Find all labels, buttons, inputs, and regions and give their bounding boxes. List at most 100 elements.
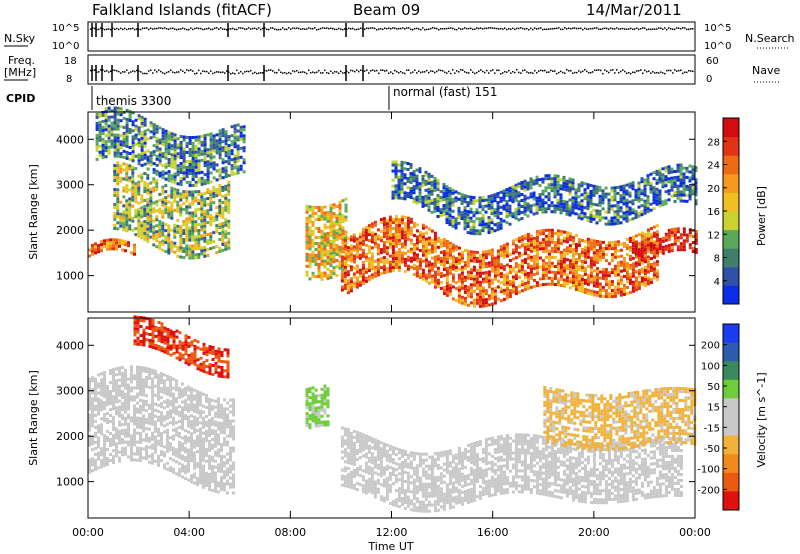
power-cell xyxy=(155,169,159,173)
velocity-cell xyxy=(100,450,103,454)
trace-point xyxy=(524,69,526,71)
power-cell xyxy=(125,156,129,160)
power-cell xyxy=(344,260,348,264)
y-tick-label: 2000 xyxy=(56,224,84,237)
power-cell xyxy=(182,168,186,172)
velocity-cell xyxy=(100,378,103,382)
power-cell xyxy=(239,137,243,141)
power-cell xyxy=(460,295,464,299)
power-cell xyxy=(137,144,141,148)
power-cell xyxy=(550,282,554,286)
trace-point xyxy=(500,73,502,75)
power-cell xyxy=(158,138,162,142)
power-cell xyxy=(547,177,551,181)
power-cell xyxy=(397,196,401,200)
velocity-cell xyxy=(88,440,91,444)
power-cell xyxy=(445,251,449,255)
power-cell xyxy=(116,121,120,125)
power-cell xyxy=(553,274,557,277)
power-cell xyxy=(155,188,159,192)
power-cell xyxy=(538,184,542,188)
power-cell xyxy=(622,259,626,263)
nsearch-tick-top: 10^5 xyxy=(704,23,731,34)
power-cell xyxy=(233,145,237,149)
trace-point xyxy=(158,27,160,29)
trace-point xyxy=(266,70,268,72)
power-cell xyxy=(167,173,171,177)
power-cell xyxy=(128,113,132,116)
power-cell xyxy=(364,267,368,271)
power-cell xyxy=(98,153,102,157)
power-cell xyxy=(358,232,362,236)
power-cell xyxy=(329,219,333,223)
power-cell xyxy=(553,247,557,250)
velocity-cell xyxy=(103,419,106,423)
power-cell xyxy=(598,270,602,274)
power-cell xyxy=(553,250,557,253)
velocity-cell xyxy=(91,388,94,392)
power-cell xyxy=(517,218,521,222)
power-cell xyxy=(598,276,602,280)
power-cell xyxy=(670,182,674,186)
power-cell xyxy=(565,279,569,283)
power-cell xyxy=(664,178,668,182)
power-cell xyxy=(460,217,464,221)
power-cell xyxy=(206,209,210,212)
power-cell xyxy=(643,251,647,255)
power-cell xyxy=(457,267,461,271)
power-cell xyxy=(466,264,470,268)
power-cell xyxy=(613,192,617,196)
power-cell xyxy=(631,199,635,203)
power-cell xyxy=(415,238,419,242)
power-cell xyxy=(433,264,437,268)
trace-point xyxy=(690,28,692,30)
trace-point xyxy=(212,72,214,75)
power-cell xyxy=(454,257,458,261)
power-cell xyxy=(152,168,156,172)
power-cell xyxy=(547,258,551,262)
power-cell xyxy=(481,277,485,281)
power-cell xyxy=(487,249,491,253)
power-cell xyxy=(637,214,641,218)
power-cell xyxy=(173,145,177,149)
trace-point xyxy=(258,27,260,29)
trace-point xyxy=(202,28,204,31)
power-cell xyxy=(179,171,183,174)
power-cell xyxy=(418,240,422,243)
power-cell xyxy=(559,199,563,203)
power-cell xyxy=(481,301,485,305)
power-cell xyxy=(682,230,686,234)
power-cell xyxy=(460,280,464,284)
power-cell xyxy=(361,230,365,234)
trace-point xyxy=(548,28,550,30)
power-cell xyxy=(592,260,596,264)
power-cell xyxy=(688,164,692,168)
power-cell xyxy=(487,198,491,201)
power-cell xyxy=(124,249,127,253)
power-cell xyxy=(394,184,398,188)
trace-point xyxy=(438,29,440,31)
power-cell xyxy=(355,285,359,289)
power-cell xyxy=(505,263,509,267)
power-cell xyxy=(544,276,548,280)
power-cell xyxy=(550,204,554,208)
power-cell xyxy=(125,163,129,167)
power-cell xyxy=(550,228,554,232)
power-cell xyxy=(529,255,533,259)
power-cell xyxy=(358,268,362,272)
power-cell xyxy=(589,247,593,251)
power-cell xyxy=(694,181,698,185)
trace-point xyxy=(540,69,542,72)
power-cell xyxy=(595,291,599,294)
power-cell xyxy=(128,119,132,122)
power-cell xyxy=(682,227,686,231)
power-cell xyxy=(173,250,177,254)
power-cell xyxy=(320,208,324,212)
power-cell xyxy=(161,239,165,243)
trace-point xyxy=(576,71,578,74)
power-cell xyxy=(442,253,446,256)
power-cell xyxy=(514,277,518,281)
power-cell xyxy=(562,175,566,179)
power-cell xyxy=(454,266,458,270)
trace-point xyxy=(204,28,206,30)
